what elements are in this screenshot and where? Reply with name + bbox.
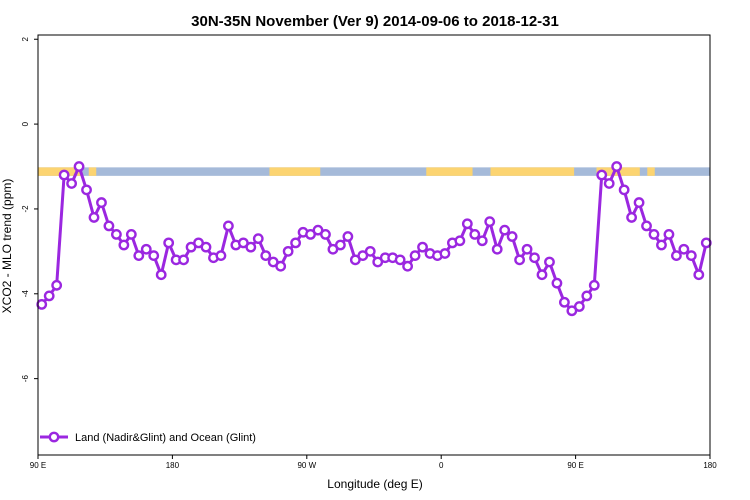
data-point — [275, 260, 287, 272]
data-point — [43, 290, 55, 302]
data-point — [163, 237, 175, 249]
data-point — [663, 228, 675, 240]
x-tick-label: 180 — [166, 461, 180, 470]
x-tick-label: 90 E — [30, 461, 46, 470]
data-point — [454, 235, 466, 247]
data-point — [476, 235, 488, 247]
data-point — [282, 245, 294, 257]
data-point — [439, 248, 451, 259]
data-point — [469, 228, 481, 240]
data-point — [148, 250, 160, 262]
data-point — [529, 252, 540, 264]
x-tick-label: 90 W — [297, 461, 316, 470]
data-point — [656, 239, 667, 251]
land-strip-segment — [490, 167, 575, 176]
data-point — [417, 241, 428, 253]
y-tick-label: -2 — [21, 205, 30, 213]
data-point — [260, 250, 272, 262]
legend: Land (Nadir&Glint) and Ocean (Glint) — [40, 431, 256, 444]
data-point — [178, 254, 190, 266]
data-point — [118, 239, 130, 251]
data-point — [342, 231, 354, 242]
data-point — [36, 298, 48, 310]
data-point — [73, 161, 85, 172]
data-point — [290, 237, 301, 249]
axes: 90 E 180 90 W 0 90 E 180 2 0 -2 -4 -6 — [21, 34, 717, 470]
data-point — [320, 228, 331, 240]
data-point — [499, 224, 511, 236]
data-point — [58, 169, 70, 181]
data-point — [551, 277, 563, 289]
data-point — [252, 233, 264, 245]
data-point — [581, 290, 593, 302]
data-point — [215, 250, 227, 262]
surface-type-strip — [38, 167, 710, 176]
legend-label: Land (Nadir&Glint) and Ocean (Glint) — [75, 432, 256, 444]
data-point — [155, 269, 167, 281]
data-point — [678, 243, 690, 255]
data-point — [140, 243, 152, 255]
data-point — [125, 228, 137, 240]
x-axis-label: Longitude (deg E) — [327, 477, 422, 491]
y-tick-label: -6 — [21, 375, 30, 383]
data-point — [626, 212, 637, 223]
data-point — [544, 256, 555, 268]
x-tick-label: 0 — [439, 461, 444, 470]
data-point — [693, 269, 705, 281]
data-point — [648, 228, 660, 240]
data-point — [364, 245, 376, 257]
land-strip-segment — [647, 167, 655, 176]
x-tick-label: 180 — [703, 461, 717, 470]
data-point — [573, 301, 585, 312]
data-point — [611, 161, 623, 172]
land-strip-segment — [38, 167, 82, 176]
data-point — [618, 184, 630, 196]
data-point — [671, 250, 682, 262]
data-point — [484, 216, 496, 228]
y-tick-label: 0 — [21, 121, 30, 126]
data-point — [402, 260, 413, 272]
data-point — [133, 250, 145, 262]
land-strip-segment — [426, 167, 473, 176]
x-tick-label: 90 E — [567, 461, 583, 470]
legend-marker-swatch — [48, 431, 60, 443]
data-point — [603, 178, 615, 189]
data-point — [334, 239, 346, 251]
ocean-strip — [38, 167, 710, 176]
data-point — [245, 241, 257, 253]
data-point — [596, 169, 608, 181]
data-point — [200, 241, 212, 253]
y-tick-label: -4 — [21, 290, 30, 298]
land-strip-segment — [88, 167, 97, 176]
data-point — [641, 220, 652, 232]
data-point — [394, 254, 406, 266]
data-point — [536, 269, 548, 281]
data-point — [103, 220, 115, 232]
data-point — [514, 254, 525, 266]
data-point — [521, 243, 533, 255]
data-point — [491, 243, 503, 255]
plot-frame — [37, 34, 711, 456]
data-point — [111, 228, 122, 240]
data-point — [96, 197, 107, 208]
data-point — [409, 250, 421, 262]
data-point — [506, 231, 518, 242]
chart-title: 30N-35N November (Ver 9) 2014-09-06 to 2… — [191, 13, 559, 30]
data-point — [685, 250, 697, 262]
data-series — [36, 161, 712, 317]
y-axis-label: XCO2 - MLO trend (ppm) — [0, 179, 14, 314]
data-point — [88, 212, 100, 223]
data-point — [81, 184, 92, 196]
data-point — [700, 237, 712, 249]
data-point — [51, 279, 63, 291]
data-point — [588, 279, 600, 291]
data-point — [559, 296, 570, 308]
y-tick-label: 2 — [21, 36, 30, 41]
data-point — [461, 218, 473, 230]
land-strip-segment — [269, 167, 321, 176]
data-point — [222, 220, 234, 232]
data-point — [633, 197, 645, 208]
data-point — [66, 178, 78, 189]
